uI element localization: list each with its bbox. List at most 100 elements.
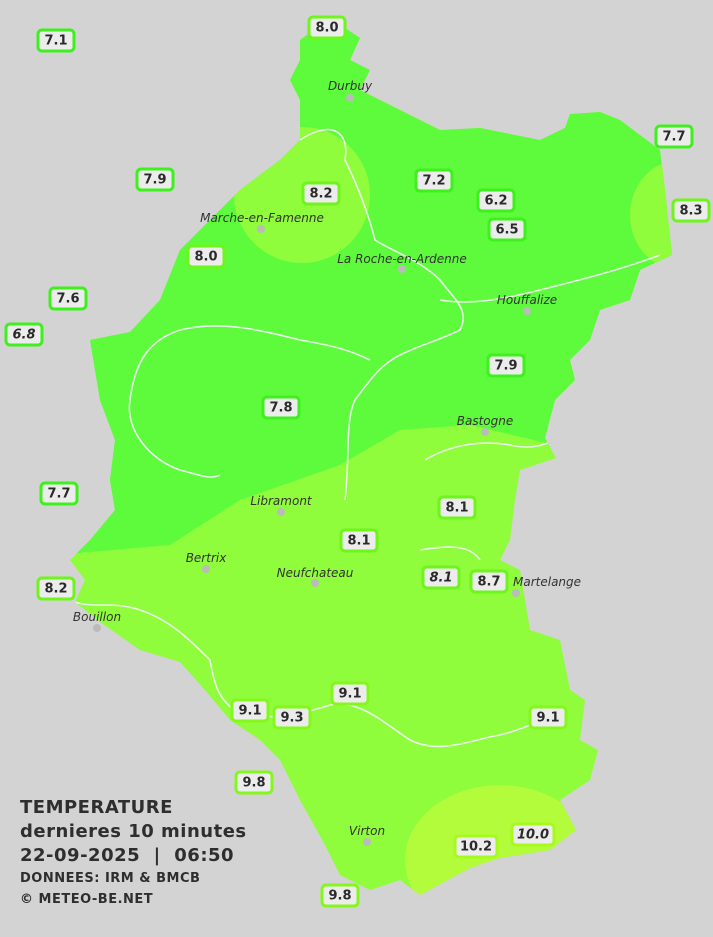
station-temperature: 8.3 — [679, 204, 702, 219]
station-label[interactable]: 9.3 — [272, 705, 312, 730]
station-label-box — [4, 322, 44, 347]
station-label-box — [230, 698, 270, 723]
station-label-box — [39, 481, 79, 506]
station-label-box — [486, 353, 526, 378]
town-label: Durbuy — [328, 79, 373, 93]
station-label-box — [261, 395, 301, 420]
town-label: Bastogne — [457, 414, 514, 428]
station-temperature: 8.1 — [347, 534, 370, 549]
station-temperature: 6.2 — [484, 194, 507, 209]
town-label: Neufchateau — [277, 566, 354, 580]
station-label[interactable]: 8.7 — [469, 569, 509, 594]
station-label-box — [301, 181, 341, 206]
station-temperature: 7.7 — [47, 487, 70, 502]
town-marker — [398, 265, 406, 273]
town-label: Houffalize — [497, 293, 557, 307]
town-marker — [481, 428, 489, 436]
legend-source: DONNEES: IRM & BMCB — [20, 871, 201, 886]
legend-subtitle: dernieres 10 minutes — [20, 821, 247, 842]
station-label[interactable]: 6.8 — [4, 322, 44, 347]
station-temperature: 9.1 — [536, 711, 559, 726]
station-label[interactable]: 8.1 — [437, 495, 477, 520]
station-temperature: 8.7 — [477, 575, 500, 590]
station-temperature: 9.1 — [238, 704, 261, 719]
station-label-box — [469, 569, 509, 594]
station-temperature: 8.2 — [309, 187, 332, 202]
legend-title: TEMPERATURE — [20, 797, 173, 818]
town-label: Marche-en-Famenne — [200, 211, 324, 225]
station-label[interactable]: 8.2 — [36, 576, 76, 601]
station-temperature: 7.7 — [662, 130, 685, 145]
station-label[interactable]: 8.1 — [339, 528, 379, 553]
station-label[interactable]: 7.7 — [39, 481, 79, 506]
town-marker — [257, 225, 265, 233]
station-label[interactable]: 7.9 — [486, 353, 526, 378]
station-label-box — [414, 168, 454, 193]
station-label-box — [528, 705, 568, 730]
station-label[interactable]: 7.1 — [36, 28, 76, 53]
station-label-box — [135, 167, 175, 192]
station-temperature: 8.0 — [315, 21, 338, 36]
station-temperature: 6.8 — [12, 328, 35, 343]
towns: Durbuy Marche-en-Famenne La Roche-en-Arden… — [73, 79, 581, 846]
station-label[interactable]: 8.0 — [186, 244, 226, 269]
station-label-box — [307, 15, 347, 40]
station-label[interactable]: 7.9 — [135, 167, 175, 192]
station-label[interactable]: 6.2 — [476, 188, 516, 213]
station-label[interactable]: 8.2 — [301, 181, 341, 206]
station-temperature: 8.1 — [445, 501, 468, 516]
station-temperature: 8.2 — [44, 582, 67, 597]
station-label-box — [330, 681, 370, 706]
station-label-box — [421, 565, 461, 590]
station-label-box — [654, 124, 694, 149]
station-temperature: 7.1 — [44, 34, 67, 49]
station-label[interactable]: 9.8 — [320, 883, 360, 908]
station-label-box — [234, 770, 274, 795]
town-marker — [277, 508, 285, 516]
town-label: Libramont — [250, 494, 313, 508]
station-label[interactable]: 10.2 — [453, 834, 499, 859]
station-label[interactable]: 8.0 — [307, 15, 347, 40]
station-temperature: 10.0 — [517, 828, 549, 843]
station-label[interactable]: 8.1 — [421, 565, 461, 590]
map-legend: TEMPERATURE dernieres 10 minutes 22-09-2… — [20, 796, 247, 910]
town-marker — [346, 94, 354, 102]
legend-datetime: 22-09-2025 | 06:50 — [20, 845, 235, 866]
station-label-box — [48, 286, 88, 311]
town-label: Virton — [349, 824, 385, 838]
station-label[interactable]: 7.2 — [414, 168, 454, 193]
legend-copyright: © METEO-BE.NET — [20, 892, 154, 907]
town-marker — [311, 579, 319, 587]
station-temperature: 7.6 — [56, 292, 79, 307]
station-label[interactable]: 7.7 — [654, 124, 694, 149]
station-label-box — [671, 198, 711, 223]
station-label-box — [320, 883, 360, 908]
station-label-box — [186, 244, 226, 269]
station-label[interactable]: 6.5 — [487, 217, 527, 242]
station-temperature: 9.8 — [242, 776, 265, 791]
town-marker — [363, 838, 371, 846]
station-label[interactable]: 9.1 — [330, 681, 370, 706]
station-label[interactable]: 9.8 — [234, 770, 274, 795]
station-temperature: 10.2 — [460, 840, 492, 855]
station-label-box — [272, 705, 312, 730]
station-label[interactable]: 10.0 — [510, 822, 556, 847]
town-label: Martelange — [513, 575, 581, 589]
station-temperature: 7.2 — [422, 174, 445, 189]
station-label[interactable]: 9.1 — [230, 698, 270, 723]
station-label-box — [487, 217, 527, 242]
station-label-box — [510, 822, 556, 847]
station-label-box — [437, 495, 477, 520]
town-label: Bertrix — [186, 551, 228, 565]
town-label: La Roche-en-Ardenne — [337, 252, 467, 266]
town-marker — [202, 565, 210, 573]
town-label: Bouillon — [73, 610, 121, 624]
station-label[interactable]: 7.8 — [261, 395, 301, 420]
station-label[interactable]: 8.3 — [671, 198, 711, 223]
station-label[interactable]: 7.6 — [48, 286, 88, 311]
station-temperature: 6.5 — [495, 223, 518, 238]
station-label[interactable]: 9.1 — [528, 705, 568, 730]
station-temperature: 9.8 — [328, 889, 351, 904]
station-temperature: 7.8 — [269, 401, 292, 416]
